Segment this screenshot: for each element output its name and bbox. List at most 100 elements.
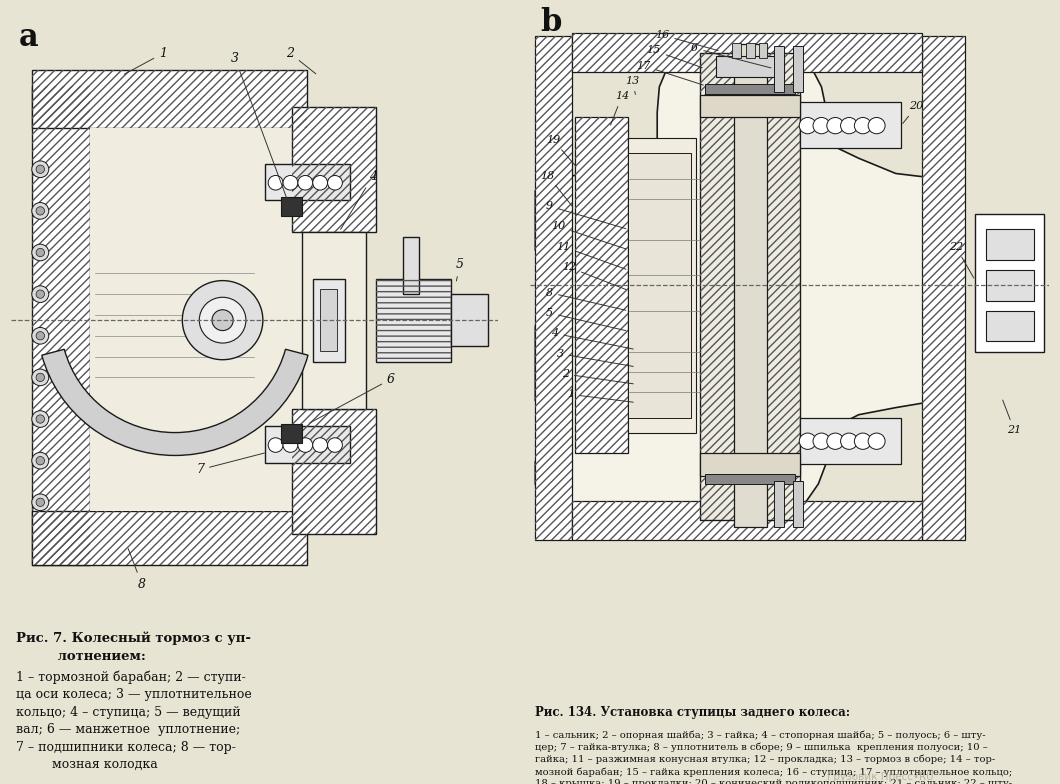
Text: 2: 2 [562,369,633,384]
Bar [986,270,1034,301]
Text: 21: 21 [1003,400,1021,435]
Circle shape [32,286,49,303]
Bar [535,36,572,540]
Text: 6: 6 [310,372,395,423]
Bar [265,164,350,201]
Bar [32,86,90,564]
Bar [90,128,302,510]
Text: Грузовик Пресс•RU: Грузовик Пресс•RU [827,771,934,782]
Bar [572,33,922,71]
Bar [700,53,800,520]
Bar [732,43,741,59]
Text: 18: 18 [541,171,572,207]
Circle shape [298,437,313,452]
Text: 22: 22 [949,241,974,278]
Circle shape [854,433,871,449]
Bar [32,71,307,128]
Bar [975,214,1044,352]
Bar [774,481,784,527]
Circle shape [32,369,49,386]
Circle shape [36,207,45,215]
Text: b: b [541,7,562,38]
Text: 12: 12 [562,262,626,289]
Bar [32,510,307,564]
Bar [793,481,803,527]
Bar [450,294,488,347]
Text: 19: 19 [546,135,576,166]
Circle shape [32,411,49,427]
Text: Рис. 7. Колесный тормоз с уп-
         лотнением:: Рис. 7. Колесный тормоз с уп- лотнением: [16,631,251,662]
Bar [700,53,800,520]
Bar [716,56,784,77]
Circle shape [32,161,49,177]
Wedge shape [41,349,308,456]
Text: 2: 2 [286,47,316,74]
Circle shape [32,244,49,261]
Circle shape [854,118,871,134]
Circle shape [36,332,45,340]
Circle shape [868,433,885,449]
Bar [403,237,419,294]
Circle shape [182,281,263,360]
Text: 4: 4 [551,328,633,349]
Text: 17: 17 [636,60,704,85]
Text: 5: 5 [546,308,625,331]
Circle shape [36,498,45,506]
Bar [292,408,376,534]
Circle shape [36,249,45,256]
Text: 1 – сальник; 2 – опорная шайба; 3 – гайка; 4 – стопорная шайба; 5 – полуось; 6 –: 1 – сальник; 2 – опорная шайба; 3 – гайк… [535,731,1012,784]
Circle shape [841,118,858,134]
Text: 5: 5 [456,258,464,281]
Text: 11: 11 [556,241,626,269]
Text: 8: 8 [128,549,146,590]
Text: 14: 14 [611,91,629,125]
Bar [705,84,795,94]
Text: 16: 16 [655,30,718,51]
Circle shape [36,165,45,173]
Bar [746,43,755,59]
Circle shape [283,176,298,190]
Circle shape [813,118,830,134]
Circle shape [283,437,298,452]
Bar [572,501,922,540]
Text: 1: 1 [124,47,167,74]
Text: 13: 13 [625,76,639,94]
Circle shape [298,176,313,190]
Circle shape [799,118,816,134]
Circle shape [32,328,49,344]
Bar [922,36,965,540]
Circle shape [36,415,45,423]
Circle shape [313,176,328,190]
Bar [774,46,784,92]
Bar [700,95,800,118]
Bar [32,510,307,564]
Text: 3: 3 [556,349,633,366]
Bar [800,102,901,148]
Bar [376,278,450,361]
Circle shape [328,437,342,452]
Circle shape [268,437,283,452]
Bar [535,36,572,540]
Text: a: a [19,23,39,53]
Circle shape [268,176,283,190]
Circle shape [36,456,45,465]
Text: 15: 15 [647,45,703,67]
Circle shape [212,310,233,331]
Bar [292,107,376,232]
Text: 4: 4 [340,169,377,229]
Bar [922,36,965,540]
Circle shape [827,118,844,134]
Text: 7: 7 [196,453,264,476]
Bar [575,118,628,453]
Bar [32,71,307,128]
Bar [793,46,803,92]
Bar [705,474,795,484]
Text: 3: 3 [231,52,287,200]
Circle shape [868,118,885,134]
Bar [281,198,302,216]
Text: 1: 1 [567,390,633,402]
Text: 20: 20 [903,101,923,123]
Bar [313,278,344,361]
Text: 6: 6 [691,43,771,68]
Circle shape [32,202,49,220]
